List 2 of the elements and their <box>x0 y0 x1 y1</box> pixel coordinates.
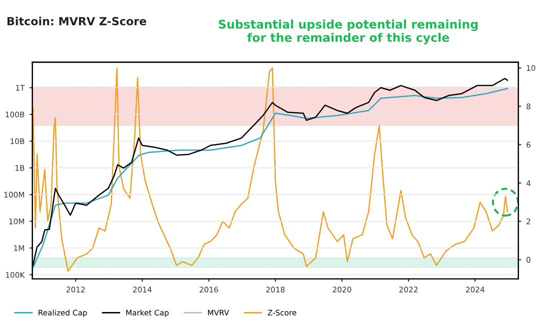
chart-title: Bitcoin: MVRV Z-Score <box>8 16 146 26</box>
text: Substantial upside potential remaining for the remainder of this cycle <box>218 20 478 44</box>
